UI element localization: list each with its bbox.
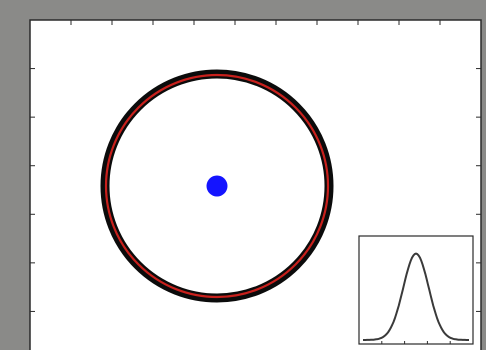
- inset-gaussian-curve: [363, 252, 469, 341]
- center-dot: [206, 175, 228, 197]
- axis-ticks: [30, 20, 481, 312]
- inset-frame: [358, 235, 474, 345]
- inset-plot: [358, 235, 474, 345]
- inset-ticks: [381, 341, 451, 344]
- ring-red-stroke: [104, 73, 330, 299]
